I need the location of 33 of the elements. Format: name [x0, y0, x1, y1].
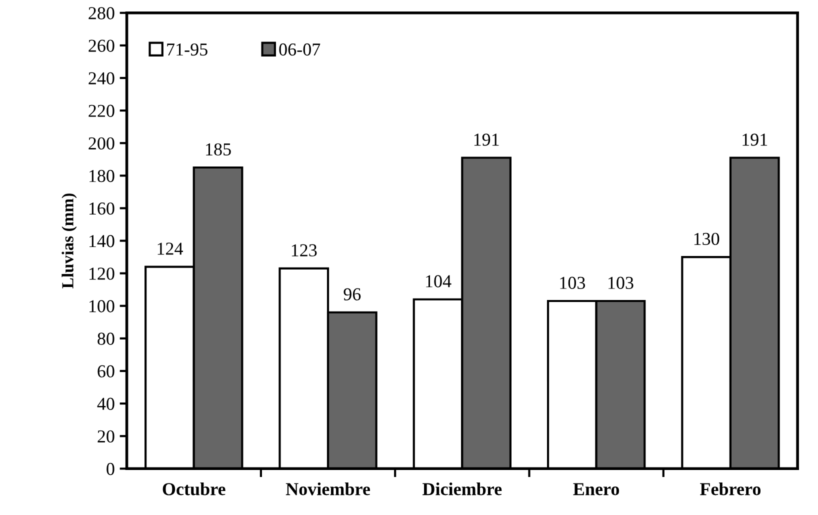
y-tick-label: 160 — [89, 202, 114, 215]
data-label: 191 — [474, 134, 499, 146]
data-label: 96 — [344, 288, 361, 300]
y-tick-label: 240 — [88, 72, 114, 84]
y-tick-label: 200 — [88, 137, 114, 150]
data-label: 130 — [694, 232, 720, 246]
x-tick-label: Febrero — [700, 482, 761, 496]
x-tick-label: Noviembre — [286, 482, 370, 496]
data-label: 191 — [742, 134, 768, 146]
x-tick-label: Enero — [573, 483, 620, 496]
y-tick-label: 60 — [98, 365, 114, 378]
y-tick-label: 40 — [97, 398, 114, 410]
data-label: 185 — [206, 143, 231, 156]
data-label: 124 — [158, 242, 183, 255]
y-tick-label: 100 — [89, 300, 114, 312]
y-tick-label: 140 — [89, 235, 114, 248]
data-label: 104 — [426, 275, 452, 288]
y-tick-label: 180 — [89, 170, 114, 182]
data-label: 103 — [560, 276, 586, 289]
y-tick-label: 120 — [89, 268, 114, 280]
legend-label: 71-95 — [167, 43, 208, 56]
data-label: 103 — [608, 276, 634, 289]
y-tick-label: 280 — [88, 7, 114, 20]
y-tick-label: 220 — [88, 104, 114, 117]
y-tick-label: 0 — [106, 462, 114, 476]
y-axis-title: Lluvias (mm) — [62, 194, 77, 288]
y-tick-label: 80 — [98, 332, 114, 345]
x-tick-label: Diciembre — [422, 482, 502, 496]
legend-label: 06-07 — [279, 43, 320, 56]
y-tick-label: 260 — [88, 40, 114, 52]
data-label: 123 — [292, 244, 317, 256]
y-tick-label: 20 — [98, 430, 114, 443]
x-tick-label: Octubre — [162, 482, 226, 496]
